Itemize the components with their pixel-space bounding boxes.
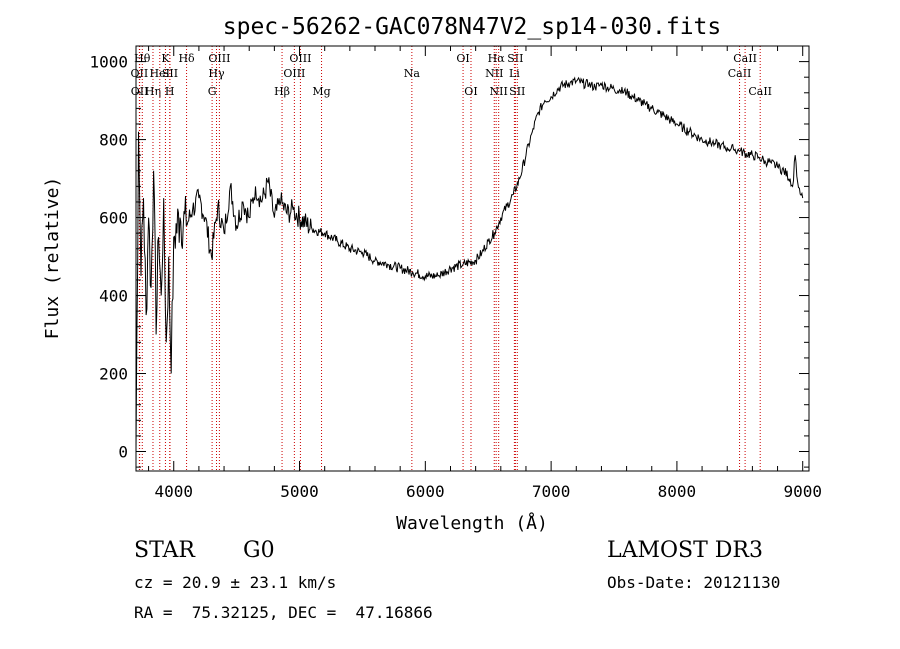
line-marker-label: Hβ [274, 85, 290, 98]
line-marker-label: Li [509, 67, 520, 80]
line-marker-label: HeI [150, 67, 170, 80]
flux-series-line [135, 76, 804, 452]
line-marker-label: CaII [733, 52, 757, 65]
y-tick-label: 200 [99, 365, 128, 384]
x-axis-label: Wavelength (Å) [396, 512, 548, 534]
line-marker-label: OII [131, 85, 149, 98]
y-axis: 0 200 400 600 800 1000 [89, 45, 809, 468]
line-marker-label: OIII [283, 67, 305, 80]
line-marker-label: Mg [312, 85, 330, 98]
line-marker-label: Hα [488, 52, 506, 65]
x-tick-label: 4000 [154, 482, 193, 501]
line-marker-label: SII [509, 85, 525, 98]
line-marker-label: CaII [728, 67, 752, 80]
x-tick-label: 5000 [280, 482, 319, 501]
redshift-text: cz = 20.9 ± 23.1 km/s [134, 573, 337, 592]
y-tick-label: 400 [99, 287, 128, 306]
y-tick-label: 0 [118, 443, 128, 462]
y-axis-label: Flux (relative) [42, 177, 63, 340]
subclass-label: G0 [243, 538, 275, 563]
line-marker-label: SII [507, 52, 523, 65]
line-marker-label: Hη [145, 85, 161, 98]
line-marker-label: NII [485, 67, 503, 80]
line-marker-label: Hδ [178, 52, 195, 65]
line-marker-label: Hθ [134, 52, 151, 65]
x-axis: 4000 5000 6000 7000 8000 9000 [148, 46, 822, 501]
coordinates-text: RA = 75.32125, DEC = 47.16866 [134, 603, 433, 622]
line-marker-label: OIII [208, 52, 230, 65]
survey-label: LAMOST DR3 [607, 538, 763, 563]
x-tick-label: 9000 [783, 482, 822, 501]
y-tick-label: 800 [99, 131, 128, 150]
line-marker-label: CaII [748, 85, 772, 98]
y-tick-label: 1000 [89, 53, 128, 72]
line-marker-label: Na [404, 67, 421, 80]
line-markers: OIIHθOIIHηHeIKSIIHHδGHγOIIIHβOIIIOIIIMgN… [131, 46, 772, 471]
line-marker-label: OI [464, 85, 477, 98]
x-tick-label: 6000 [406, 482, 445, 501]
line-marker-label: OI [456, 52, 469, 65]
y-tick-label: 600 [99, 209, 128, 228]
line-marker-label: OIII [289, 52, 311, 65]
x-tick-label: 8000 [658, 482, 697, 501]
line-marker-label: NII [490, 85, 508, 98]
chart-title: spec-56262-GAC078N47V2_sp14-030.fits [223, 14, 722, 40]
plot-frame [135, 45, 810, 472]
line-marker-label: K [161, 52, 170, 65]
line-marker-label: G [208, 85, 217, 98]
line-marker-label: H [165, 85, 175, 98]
obs-date-text: Obs-Date: 20121130 [607, 573, 781, 592]
class-label: STAR [134, 538, 195, 563]
x-tick-label: 7000 [532, 482, 571, 501]
line-marker-label: Hγ [208, 67, 225, 80]
